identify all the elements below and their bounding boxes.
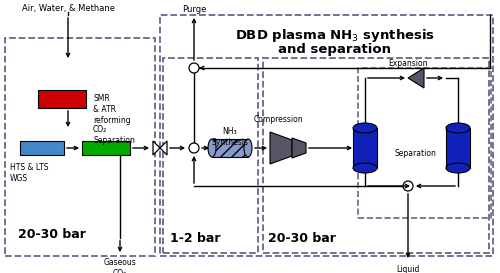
Text: Liquid
NH₃: Liquid NH₃ — [396, 265, 419, 273]
Bar — [82, 141, 130, 155]
Ellipse shape — [208, 139, 216, 157]
Bar — [160, 15, 493, 256]
Bar — [163, 58, 258, 253]
Ellipse shape — [446, 123, 470, 133]
Ellipse shape — [244, 139, 252, 157]
Bar — [38, 90, 86, 108]
Ellipse shape — [353, 163, 377, 173]
Bar — [263, 58, 489, 253]
Ellipse shape — [353, 123, 377, 133]
Bar — [358, 68, 491, 218]
Ellipse shape — [446, 163, 470, 173]
Bar — [446, 128, 470, 168]
Text: Expansion: Expansion — [388, 58, 428, 67]
Text: and separation: and separation — [278, 43, 392, 55]
Text: HTS & LTS
WGS: HTS & LTS WGS — [10, 163, 48, 183]
Text: 1-2 bar: 1-2 bar — [170, 232, 220, 245]
Polygon shape — [292, 138, 306, 158]
Text: NH₃
Synthesis: NH₃ Synthesis — [212, 127, 248, 147]
Circle shape — [189, 143, 199, 153]
Text: 20-30 bar: 20-30 bar — [268, 232, 336, 245]
Polygon shape — [270, 132, 292, 164]
Text: DBD plasma NH$_3$ synthesis: DBD plasma NH$_3$ synthesis — [235, 28, 435, 44]
Text: 20-30 bar: 20-30 bar — [18, 229, 86, 242]
Bar — [5, 38, 155, 256]
Polygon shape — [153, 141, 160, 155]
Circle shape — [403, 181, 413, 191]
Polygon shape — [160, 141, 167, 155]
Text: Compression: Compression — [253, 115, 303, 124]
Text: Gaseous
CO₂: Gaseous CO₂ — [104, 258, 136, 273]
Text: SMR
& ATR
reforming: SMR & ATR reforming — [93, 94, 130, 125]
Text: CO₂
Separation: CO₂ Separation — [93, 125, 135, 145]
Bar — [353, 128, 377, 168]
Text: Air, Water, & Methane: Air, Water, & Methane — [22, 4, 114, 13]
Circle shape — [189, 63, 199, 73]
Bar — [20, 141, 64, 155]
Polygon shape — [408, 68, 424, 88]
Text: Purge: Purge — [182, 4, 206, 13]
Text: Separation: Separation — [394, 149, 436, 158]
Bar — [212, 139, 248, 157]
